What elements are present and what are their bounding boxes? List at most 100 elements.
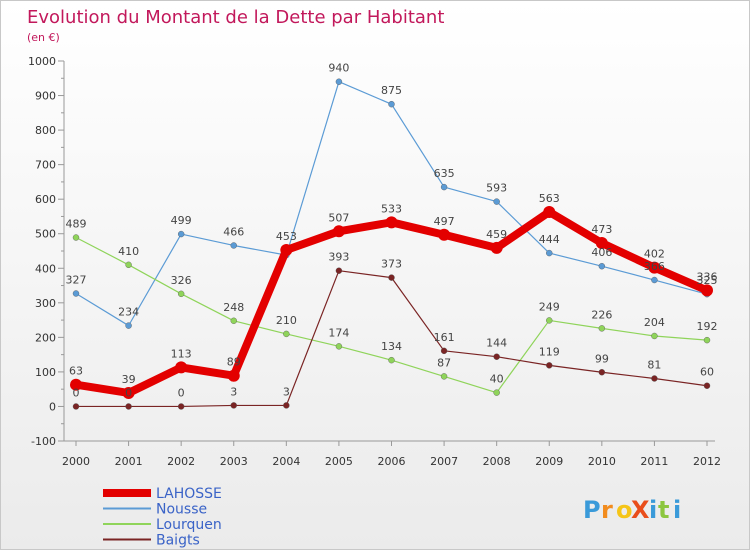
x-tick-label: 2002 <box>167 455 195 468</box>
data-point <box>440 347 448 355</box>
data-point <box>230 317 237 324</box>
data-label: 336 <box>697 270 718 283</box>
data-label: 234 <box>118 306 139 319</box>
y-tick-label: 600 <box>35 193 56 206</box>
data-point <box>703 382 711 389</box>
data-label: 635 <box>434 167 455 180</box>
data-label: 466 <box>223 225 244 238</box>
data-label: 248 <box>223 301 244 314</box>
series-line-lahosse <box>72 207 711 397</box>
data-point <box>595 237 608 250</box>
y-tick-label: 100 <box>35 366 56 379</box>
data-label: 161 <box>434 331 455 344</box>
data-label: 3 <box>230 385 237 398</box>
data-point <box>283 402 290 409</box>
data-label: 89 <box>227 356 241 369</box>
data-point <box>546 249 553 257</box>
y-tick-label: 500 <box>35 228 56 241</box>
legend-label: Lourquen <box>156 517 222 533</box>
data-label: 134 <box>381 340 402 353</box>
data-point <box>651 332 658 340</box>
data-label: 940 <box>328 62 349 75</box>
data-label: 0 <box>125 386 132 399</box>
data-point <box>546 317 553 324</box>
data-point <box>388 356 395 364</box>
logo-letter: r <box>601 496 613 524</box>
data-point <box>543 205 556 218</box>
data-point <box>438 228 451 241</box>
x-tick-label: 2010 <box>588 455 616 468</box>
x-tick-label: 2012 <box>693 455 721 468</box>
data-label: 192 <box>697 320 718 333</box>
data-point <box>598 263 606 270</box>
x-tick-label: 2006 <box>378 455 406 468</box>
data-point <box>651 375 658 382</box>
data-point <box>388 100 395 108</box>
x-tick-label: 2000 <box>62 455 90 468</box>
data-point <box>125 322 132 329</box>
data-label: 3 <box>283 385 290 398</box>
data-point <box>230 402 237 409</box>
y-tick-label: 800 <box>35 124 56 137</box>
data-point <box>177 290 185 298</box>
data-label: 39 <box>122 373 136 386</box>
data-label: 63 <box>69 365 83 378</box>
data-label: 459 <box>486 228 507 241</box>
data-label: 406 <box>591 246 612 259</box>
data-point <box>703 336 711 344</box>
legend-label: Nousse <box>156 502 207 518</box>
axes: -100010020030040050060070080090010002000… <box>28 55 721 468</box>
data-point <box>335 343 343 350</box>
data-label: 174 <box>328 326 349 339</box>
data-point <box>493 198 500 205</box>
data-label: 875 <box>381 84 402 97</box>
data-point <box>177 230 185 238</box>
x-tick-label: 2001 <box>115 455 143 468</box>
logo-letter: i <box>673 496 681 524</box>
data-point <box>283 330 290 338</box>
data-label: 210 <box>276 314 297 327</box>
x-tick-label: 2009 <box>535 455 563 468</box>
data-labels: 327 234 499 466 940 875 635 593 444 406 366 325 489 4… <box>66 62 718 400</box>
data-point <box>651 276 658 284</box>
legend-label: LAHOSSE <box>156 486 222 502</box>
data-label: 410 <box>118 245 139 258</box>
data-label: 366 <box>644 260 665 273</box>
data-label: 563 <box>539 192 560 205</box>
data-point <box>648 261 661 274</box>
data-label: 402 <box>644 248 665 261</box>
data-label: 144 <box>486 337 507 350</box>
data-label: 226 <box>591 308 612 321</box>
data-point <box>177 403 185 410</box>
data-label: 119 <box>539 345 560 358</box>
data-label: 87 <box>437 356 451 369</box>
logo-letter: i <box>649 496 657 524</box>
data-point <box>701 284 713 297</box>
data-point <box>72 290 80 297</box>
data-point <box>335 78 343 85</box>
data-label: 249 <box>539 300 560 313</box>
data-point <box>70 378 82 391</box>
data-label: 99 <box>595 352 609 365</box>
data-label: 113 <box>171 347 192 360</box>
data-label: 373 <box>381 258 402 271</box>
logo-letter: P <box>583 496 601 524</box>
logo-letter: X <box>631 496 650 524</box>
data-point <box>388 274 395 281</box>
data-point <box>490 241 503 254</box>
data-label: 444 <box>539 233 560 246</box>
logo-letter: t <box>658 496 669 524</box>
x-tick-label: 2011 <box>640 455 668 468</box>
data-label: 326 <box>171 274 192 287</box>
data-point <box>493 353 500 360</box>
data-point <box>72 403 80 410</box>
y-tick-label: -100 <box>31 435 56 448</box>
data-label: 533 <box>381 202 402 215</box>
series-layer <box>70 78 713 410</box>
data-label: 0 <box>73 386 80 399</box>
data-point <box>440 183 448 191</box>
chart-subtitle: (en €) <box>27 31 60 44</box>
data-label: 327 <box>66 273 87 286</box>
